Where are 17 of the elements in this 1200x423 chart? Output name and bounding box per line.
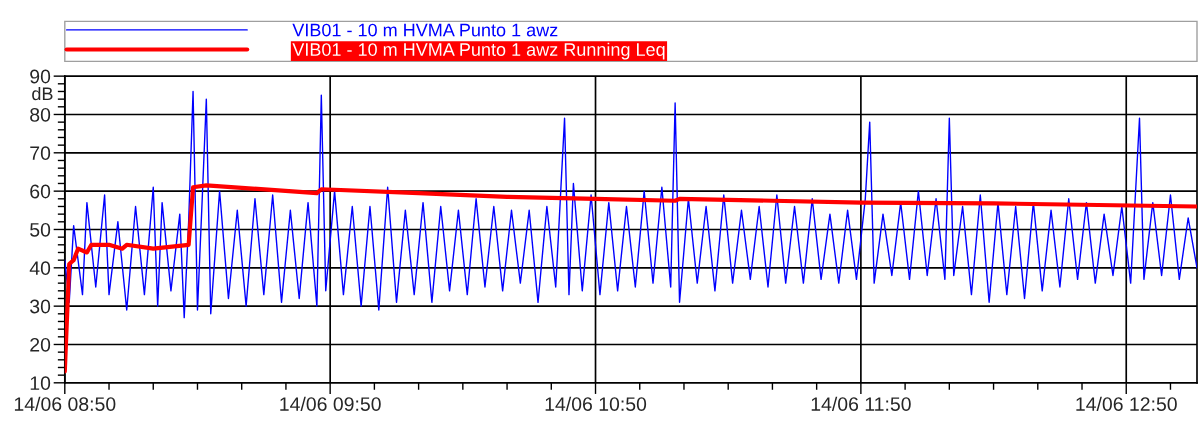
y-tick-label: 60: [30, 184, 51, 199]
y-tick-label: 20: [30, 337, 51, 352]
x-tick-label: 14/06 11:50: [811, 396, 911, 411]
x-tick-label: 14/06 09:50: [280, 396, 381, 411]
y-tick-label: 80: [30, 107, 51, 122]
y-tick-label: 10: [30, 376, 51, 391]
y-tick-label: 70: [30, 146, 51, 161]
y-tick-label: 90: [30, 69, 51, 84]
x-tick-label: 14/06 08:50: [14, 396, 116, 411]
y-tick-label: 50: [30, 222, 51, 237]
y-tick-label: 40: [29, 261, 51, 276]
y-axis-title: dB: [32, 86, 53, 101]
text: VIB01 - 10 m HVMA Punto 1 awz Running Leq: [292, 42, 665, 60]
x-tick-label: 14/06 12:50: [1076, 396, 1177, 411]
text: VIB01 - 10 m HVMA Punto 1 awz: [292, 23, 558, 37]
x-tick-label: 14/06 10:50: [545, 396, 647, 411]
y-tick-label: 30: [30, 299, 51, 314]
